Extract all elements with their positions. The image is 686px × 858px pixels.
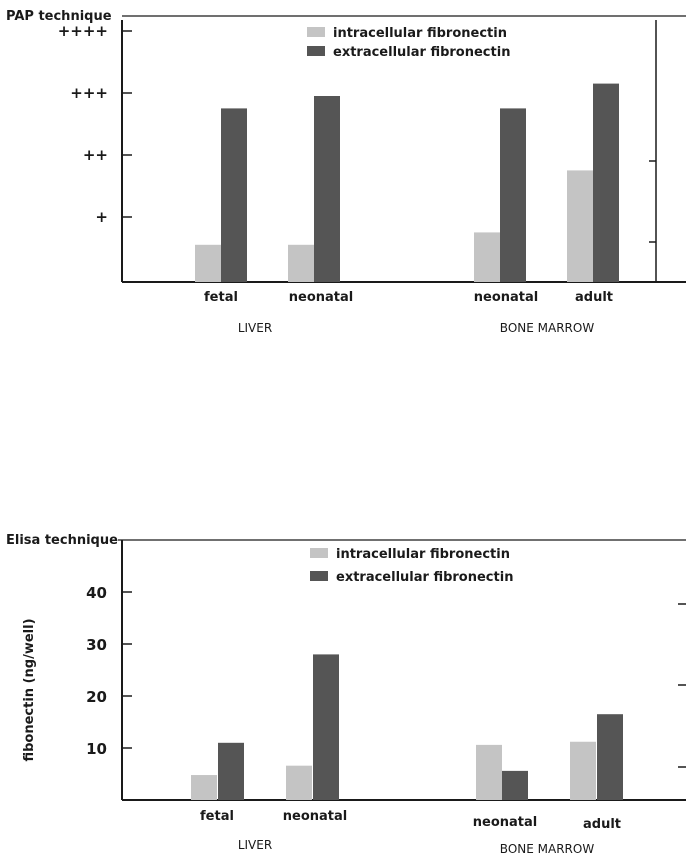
bar-intracellular [195, 244, 221, 282]
x-tick-label: neonatal [473, 815, 537, 830]
y-ticks: + ++ +++ ++++ [58, 22, 132, 226]
y-tick-label: 30 [86, 636, 107, 654]
bar-intracellular [191, 775, 217, 800]
bar-intracellular [570, 741, 596, 800]
legend-swatch-extracellular [307, 46, 325, 56]
y-tick-label: + [95, 208, 108, 226]
pap-chart: PAP technique + ++ +++ ++++ intracellula… [6, 9, 686, 335]
x-tick-label: adult [583, 817, 621, 832]
y-tick-label: 20 [86, 688, 107, 706]
x-tick-label: fetal [204, 290, 238, 305]
chart-title: PAP technique [6, 9, 112, 24]
legend-label: extracellular fibronectin [333, 45, 510, 60]
legend: intracellular fibronectin extracellular … [307, 26, 510, 60]
bar-extracellular [593, 83, 619, 282]
bar-intracellular [474, 232, 500, 282]
y-ticks: 10 20 30 40 [86, 584, 132, 758]
bar-intracellular [286, 765, 312, 800]
legend: intracellular fibronectin extracellular … [310, 547, 513, 585]
chart-title: Elisa technique [6, 533, 118, 548]
x-tick-label: neonatal [283, 809, 347, 824]
group-label: LIVER [238, 838, 272, 852]
x-tick-label: neonatal [289, 290, 353, 305]
legend-label: intracellular fibronectin [333, 26, 507, 41]
legend-label: extracellular fibronectin [336, 570, 513, 585]
x-labels: fetal neonatal neonatal adult LIVER BONE… [200, 809, 621, 856]
x-tick-label: fetal [200, 809, 234, 824]
group-label: LIVER [238, 321, 272, 335]
x-tick-label: adult [575, 290, 613, 305]
bar-extracellular [597, 714, 623, 800]
legend-swatch-extracellular [310, 571, 328, 581]
x-labels: fetal neonatal neonatal adult LIVER BONE… [204, 290, 613, 335]
bar-extracellular [313, 654, 339, 800]
bar-extracellular [218, 742, 244, 800]
y-tick-label: ++++ [58, 22, 108, 40]
bars [195, 83, 619, 283]
legend-swatch-intracellular [310, 548, 328, 558]
bars [191, 654, 623, 800]
group-label: BONE MARROW [500, 842, 595, 856]
y-tick-label: 40 [86, 584, 107, 602]
bar-extracellular [314, 96, 340, 282]
y-tick-label: 10 [86, 740, 107, 758]
y-axis-label: fibonectin (ng/well) [22, 618, 37, 761]
bar-extracellular [221, 108, 247, 283]
bar-intracellular [476, 744, 502, 800]
x-tick-label: neonatal [474, 290, 538, 305]
group-label: BONE MARROW [500, 321, 595, 335]
elisa-chart: Elisa technique fibonectin (ng/well) 10 … [6, 533, 686, 856]
legend-swatch-intracellular [307, 27, 325, 37]
bar-intracellular [567, 170, 593, 282]
bar-extracellular [502, 770, 528, 800]
bar-intracellular [288, 244, 314, 282]
y-tick-label: ++ [83, 146, 108, 164]
legend-label: intracellular fibronectin [336, 547, 510, 562]
bar-extracellular [500, 108, 526, 283]
y-tick-label: +++ [70, 84, 108, 102]
